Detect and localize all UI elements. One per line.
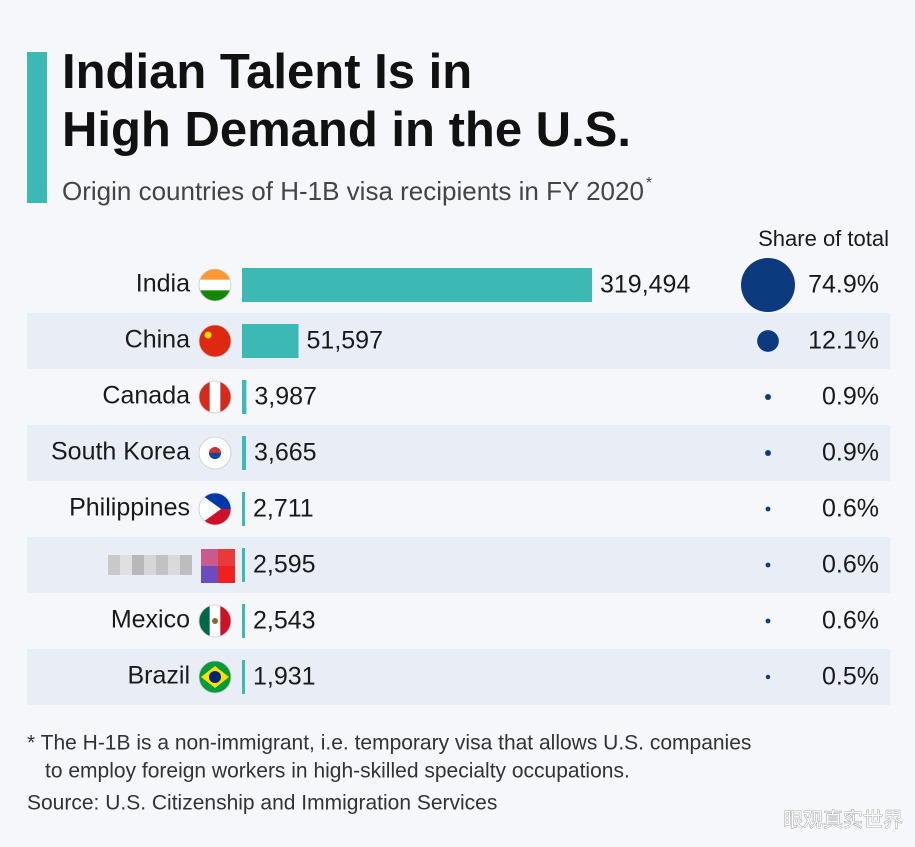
- share-bubble: [765, 450, 771, 456]
- share-bubble: [757, 330, 779, 352]
- share-label: 0.5%: [822, 663, 879, 691]
- category-label: China: [125, 326, 190, 354]
- share-bubble: [765, 674, 771, 680]
- share-label: 0.6%: [822, 495, 879, 523]
- share-label: 0.6%: [822, 607, 879, 635]
- share-bubble: [765, 394, 771, 400]
- row-band: [27, 649, 890, 705]
- bar: [242, 548, 245, 582]
- category-label: South Korea: [51, 438, 190, 466]
- flag: [199, 661, 231, 693]
- flag-stripe: [199, 290, 231, 301]
- value-label: 2,711: [253, 495, 314, 523]
- flag: [199, 381, 231, 413]
- flag-triangle: [199, 493, 221, 525]
- footnote: * The H-1B is a non-immigrant, i.e. temp…: [27, 732, 751, 755]
- blur-block: [201, 566, 218, 583]
- flag-yang: [209, 453, 221, 459]
- blur-block: [108, 555, 120, 575]
- flag-stripe: [199, 269, 231, 281]
- blur-block: [120, 555, 132, 575]
- value-label: 2,543: [253, 607, 316, 635]
- footnote: to employ foreign workers in high-skille…: [45, 760, 630, 783]
- flag-globe: [209, 671, 221, 683]
- flag-outline: [198, 324, 232, 358]
- subtitle-note: *: [646, 175, 652, 192]
- chart-subtitle: Origin countries of H-1B visa recipients…: [62, 176, 644, 206]
- flag-stripe: [199, 279, 231, 291]
- flag-stripe: [220, 381, 231, 413]
- category-label: Philippines: [69, 494, 190, 522]
- flag-emblem: [212, 618, 218, 624]
- row-band: [27, 425, 890, 481]
- watermark: 眼观真实世界: [783, 808, 903, 831]
- accent-bar: [27, 52, 47, 203]
- bar: [242, 268, 592, 302]
- chart-title: High Demand in the U.S.: [62, 103, 631, 157]
- share-bubble: [765, 506, 771, 512]
- share-label: 0.9%: [822, 383, 879, 411]
- bar: [242, 660, 245, 694]
- source: Source: U.S. Citizenship and Immigration…: [27, 792, 497, 815]
- flag: [199, 493, 231, 525]
- flag-star: [204, 331, 212, 339]
- bar: [242, 436, 247, 470]
- value-label: 3,987: [254, 383, 317, 411]
- share-bubble: [765, 562, 771, 568]
- chart-title: Indian Talent Is in: [62, 45, 472, 99]
- category-label: Canada: [102, 382, 190, 410]
- value-label: 51,597: [307, 327, 383, 355]
- legend-label: Share of total: [758, 226, 889, 251]
- share-bubble: [765, 618, 771, 624]
- blur-block: [132, 555, 144, 575]
- flag-stripe: [199, 605, 211, 637]
- share-bubble: [741, 258, 795, 312]
- blur-block: [201, 549, 218, 566]
- flag: [199, 437, 231, 469]
- blur-block: [168, 555, 180, 575]
- value-label: 1,931: [253, 663, 316, 691]
- blur-block: [144, 555, 156, 575]
- bar: [242, 324, 299, 358]
- flag: [199, 269, 231, 301]
- flag: [199, 605, 231, 637]
- flag-outline: [198, 268, 232, 302]
- category-label: Brazil: [127, 662, 190, 690]
- blur-block: [218, 566, 235, 583]
- category-label: Mexico: [111, 606, 190, 634]
- flag-outline: [198, 380, 232, 414]
- bar: [242, 604, 245, 638]
- blur-block: [156, 555, 168, 575]
- share-label: 0.6%: [822, 551, 879, 579]
- category-label: India: [136, 270, 190, 298]
- flag-stripe: [220, 605, 231, 637]
- share-label: 74.9%: [808, 271, 879, 299]
- blur-block: [180, 555, 192, 575]
- blur-block: [218, 549, 235, 566]
- row-band: [27, 313, 890, 369]
- flag-outline: [198, 436, 232, 470]
- flag-stripe: [209, 381, 221, 413]
- flag: [199, 325, 231, 357]
- flag-stripe: [199, 381, 211, 413]
- flag-outline: [198, 604, 232, 638]
- flag-field: [199, 325, 231, 357]
- flag-outline: [198, 660, 232, 694]
- share-label: 12.1%: [808, 327, 879, 355]
- bar: [242, 492, 245, 526]
- share-label: 0.9%: [822, 439, 879, 467]
- value-label: 319,494: [600, 271, 690, 299]
- flag-outline: [198, 492, 232, 526]
- value-label: 3,665: [254, 439, 317, 467]
- value-label: 2,595: [253, 551, 316, 579]
- bar: [242, 380, 247, 414]
